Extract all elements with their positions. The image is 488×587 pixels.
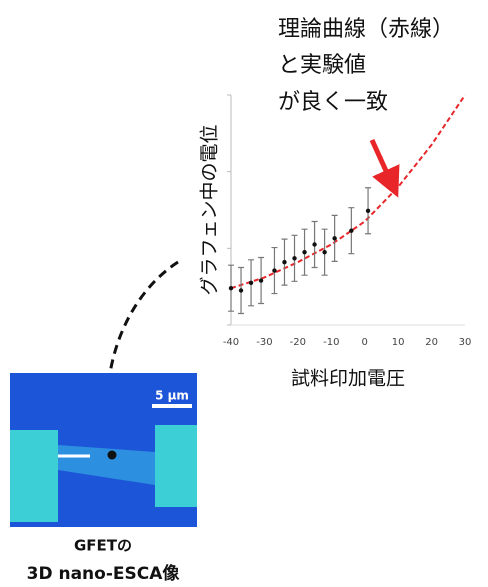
data-point	[292, 256, 296, 260]
annotation-line: と実験値	[278, 53, 366, 78]
caption: GFETの	[74, 537, 132, 555]
x-tick-label: 30	[459, 337, 472, 348]
data-point	[272, 268, 276, 272]
annotation-line: が良く一致	[278, 90, 388, 115]
data-point	[349, 229, 353, 233]
data-point	[312, 242, 316, 246]
data-point	[239, 288, 243, 292]
plot: -40 -30 -20 -10 0 10 20 30	[223, 95, 472, 348]
scale-label: 5 µm	[155, 389, 189, 403]
x-tick-label: -40	[223, 337, 239, 348]
data-point	[282, 260, 286, 264]
x-tick-label: 10	[392, 337, 405, 348]
x-axis-label: 試料印加電圧	[291, 368, 405, 390]
x-tick-label: -20	[290, 337, 306, 348]
data-point	[249, 281, 253, 285]
x-tick-label: -30	[256, 337, 272, 348]
theory-curve	[231, 95, 465, 288]
caption: 3D nano-ESCA像	[27, 564, 181, 584]
data-point	[229, 286, 233, 290]
data-point	[332, 236, 336, 240]
x-tick-label: -10	[323, 337, 339, 348]
y-axis-label: グラフェン中の電位	[199, 124, 221, 295]
data-point	[259, 278, 263, 282]
x-tick-label: 20	[425, 337, 438, 348]
annotation-line: 理論曲線（赤線）	[278, 17, 454, 42]
data-point	[302, 250, 306, 254]
data-point	[366, 209, 370, 213]
x-tick-label: 0	[362, 337, 368, 348]
pointer-arrow	[372, 140, 392, 184]
micrograph: 5 µm	[10, 373, 197, 527]
figure: 理論曲線（赤線） と実験値 が良く一致 グラフェン中の電位 試料印加電圧 -40…	[0, 0, 488, 587]
data-point	[322, 250, 326, 254]
